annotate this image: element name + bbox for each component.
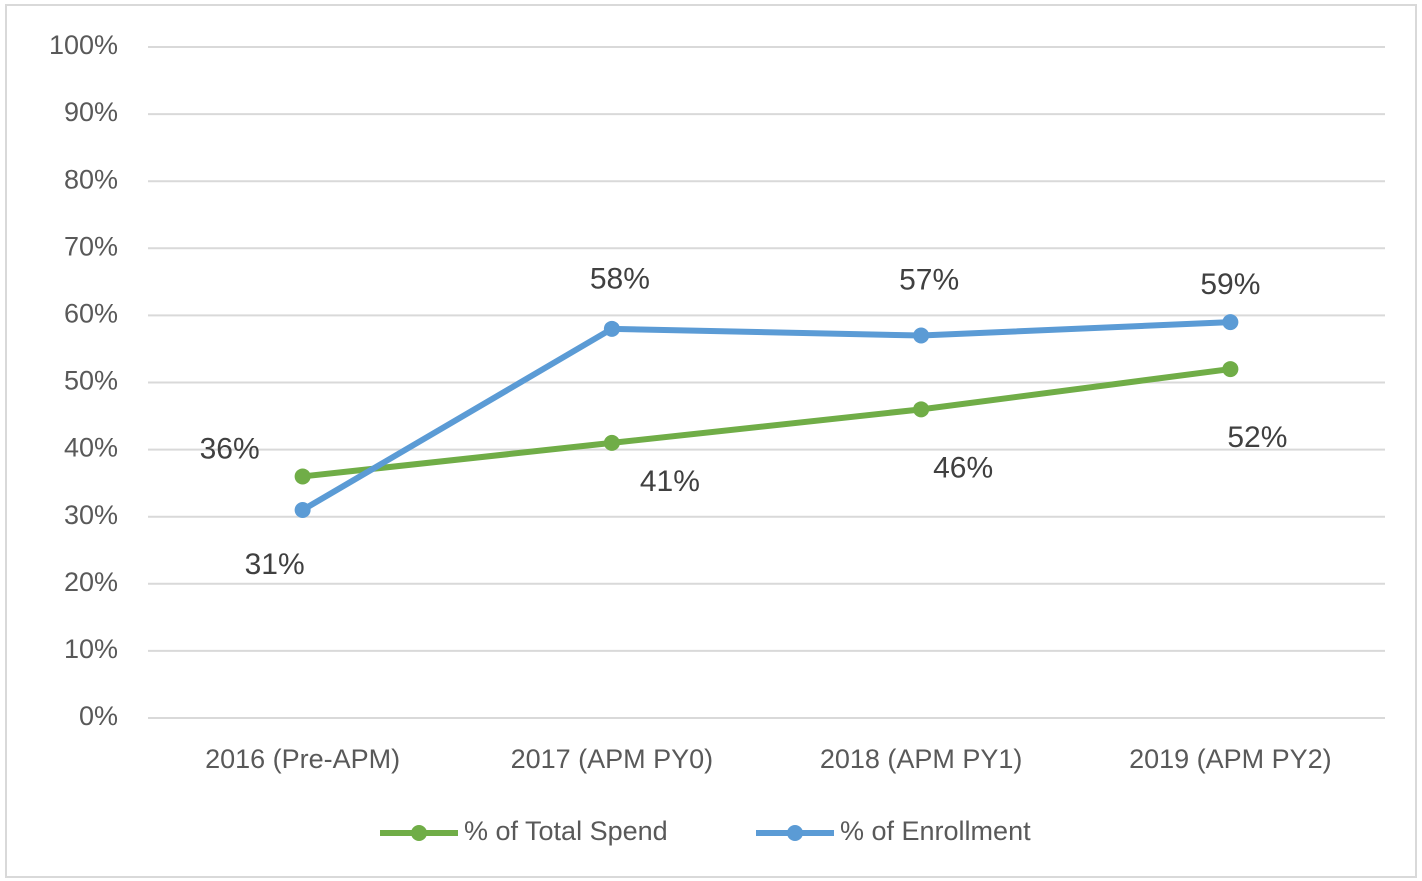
series-line	[302, 366, 1231, 480]
y-tick-label: 80%	[64, 164, 118, 194]
y-tick-label: 30%	[64, 500, 118, 530]
chart-frame	[5, 4, 1417, 878]
y-tick-label: 70%	[64, 231, 118, 261]
y-tick-label: 90%	[64, 97, 118, 127]
data-label: 46%	[933, 451, 993, 484]
y-tick-label: 60%	[64, 299, 118, 329]
legend-marker	[787, 825, 803, 841]
point	[294, 468, 311, 485]
point	[294, 501, 311, 518]
x-tick-label: 2018 (APM PY1)	[820, 744, 1023, 774]
x-tick-label: 2016 (Pre-APM)	[205, 744, 400, 774]
y-tick-label: 0%	[79, 701, 118, 731]
x-tick-label: 2019 (APM PY2)	[1129, 744, 1332, 774]
data-label: 52%	[1227, 421, 1287, 454]
data-label: 36%	[200, 432, 260, 465]
x-tick-label: 2017 (APM PY0)	[511, 744, 714, 774]
y-tick-label: 20%	[64, 567, 118, 597]
y-tick-label: 40%	[64, 433, 118, 463]
data-label: 59%	[1200, 268, 1260, 301]
point	[1222, 361, 1239, 378]
y-tick-label: 10%	[64, 634, 118, 664]
data-label: 58%	[590, 263, 650, 296]
data-label: 57%	[899, 263, 959, 296]
y-tick-label: 50%	[64, 366, 118, 396]
point	[603, 320, 620, 337]
data-label: 31%	[245, 548, 305, 581]
point	[913, 401, 930, 418]
point	[603, 434, 620, 451]
point	[1222, 314, 1239, 331]
point	[913, 327, 930, 344]
legend-marker	[411, 825, 427, 841]
series-line	[301, 319, 1231, 513]
legend-label: % of Enrollment	[840, 816, 1031, 846]
data-label: 41%	[640, 465, 700, 498]
legend-label: % of Total Spend	[464, 816, 668, 846]
y-tick-label: 100%	[49, 30, 118, 60]
